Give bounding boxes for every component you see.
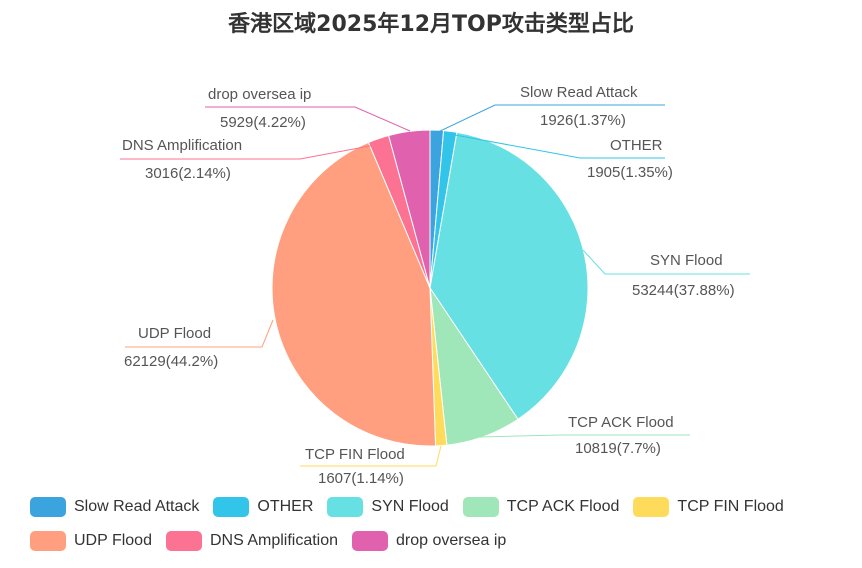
leader-line-udp xyxy=(125,319,274,348)
pie-slice-2[interactable] xyxy=(429,131,589,420)
legend-swatch xyxy=(633,497,670,517)
legend-label: drop oversea ip xyxy=(396,532,507,549)
slice-label-value: 62129(44.2%) xyxy=(124,353,219,370)
legend-label: OTHER xyxy=(257,498,314,515)
leader-line-other xyxy=(454,134,665,159)
legend-swatch xyxy=(165,531,202,551)
legend-label: Slow Read Attack xyxy=(74,498,200,515)
leader-line-dns xyxy=(120,144,376,160)
legend-label: SYN Flood xyxy=(371,498,449,515)
slice-label-value: 53244(37.88%) xyxy=(632,282,735,299)
slice-label-name: UDP Flood xyxy=(138,325,212,342)
slice-label-value: 1905(1.35%) xyxy=(587,164,673,181)
slice-label-name: TCP FIN Flood xyxy=(305,446,405,463)
legend-swatch xyxy=(30,497,66,517)
legend-label: DNS Amplification xyxy=(209,532,339,549)
slice-label-value: 1607(1.14%) xyxy=(318,470,404,487)
legend-item[interactable]: drop oversea ip xyxy=(352,530,506,552)
legend-swatch xyxy=(327,497,364,517)
legend-item[interactable]: Slow Read Attack xyxy=(30,496,199,518)
legend-item[interactable]: SYN Flood xyxy=(327,496,449,518)
slice-label-name: drop oversea ip xyxy=(208,86,312,103)
legend-label: UDP Flood xyxy=(74,532,152,549)
legend-swatch xyxy=(352,531,389,551)
legend-swatch xyxy=(462,497,499,517)
chart-title: 香港区域2025年12月TOP攻击类型占比 xyxy=(228,12,634,37)
slice-label-name: TCP ACK Flood xyxy=(568,414,674,431)
legend: Slow Read Attack OTHER SYN Flood TCP ACK Fl… xyxy=(10,496,852,552)
leader-line-tcp-ack xyxy=(479,434,690,438)
leader-line-tcp-fin xyxy=(300,445,442,467)
slice-label-name: OTHER xyxy=(610,137,663,154)
legend-item[interactable]: OTHER xyxy=(213,496,313,518)
leader-line-slow-read xyxy=(435,104,665,134)
leader-line-drop xyxy=(205,106,411,132)
pie-slice-7[interactable] xyxy=(388,129,431,289)
legend-item[interactable]: TCP ACK Flood xyxy=(462,496,620,518)
slice-label-name: Slow Read Attack xyxy=(520,84,638,101)
legend-item[interactable]: TCP FIN Flood xyxy=(633,496,784,518)
legend-label: TCP ACK Flood xyxy=(506,498,620,515)
legend-item[interactable]: DNS Amplification xyxy=(165,530,339,552)
pie-slice-5[interactable] xyxy=(271,141,437,447)
slice-label-name: SYN Flood xyxy=(650,252,723,269)
slice-label-name: DNS Amplification xyxy=(122,137,243,154)
legend-item[interactable]: UDP Flood xyxy=(30,530,152,552)
legend-swatch xyxy=(30,531,66,551)
legend-swatch xyxy=(213,497,250,517)
slice-label-value: 5929(4.22%) xyxy=(220,114,306,131)
slice-label-value: 3016(2.14%) xyxy=(145,165,231,182)
slice-label-value: 10819(7.7%) xyxy=(575,440,661,457)
legend-label: TCP FIN Flood xyxy=(677,498,784,515)
leader-line-syn xyxy=(582,249,750,275)
slice-label-value: 1926(1.37%) xyxy=(540,112,626,129)
